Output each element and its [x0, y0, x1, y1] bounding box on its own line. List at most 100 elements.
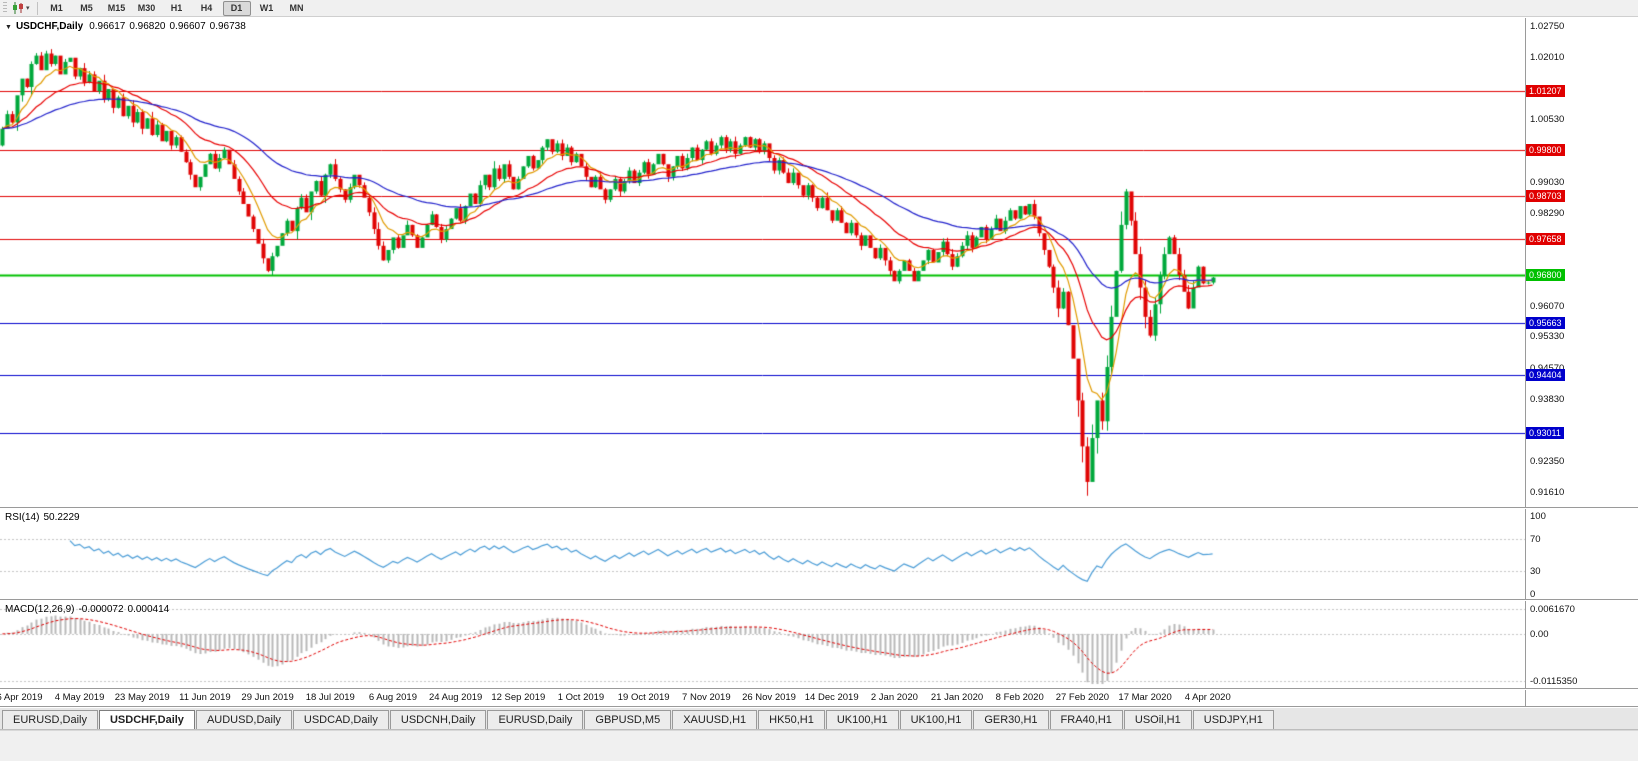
date-label: 29 Jun 2019 [241, 692, 294, 703]
price-axis-tick: 0.91610 [1530, 486, 1565, 498]
timeframe-button-m15[interactable]: M15 [107, 3, 126, 13]
price-level-tag: 0.94404 [1526, 369, 1565, 382]
ohlc-close: 0.96738 [209, 21, 246, 32]
toolbar-grip[interactable] [3, 2, 7, 14]
chart-tab-fra40-h1[interactable]: FRA40,H1 [1049, 710, 1123, 729]
timeframe-button-h1[interactable]: H1 [170, 3, 183, 13]
date-label: 19 Oct 2019 [617, 692, 670, 703]
price-axis-tick: 0.99030 [1530, 176, 1565, 188]
date-label: 1 Oct 2019 [557, 692, 605, 703]
macd-axis-tick: 0.0061670 [1530, 603, 1575, 615]
toolbar-separator [36, 1, 38, 15]
rsi-axis-tick: 0 [1530, 589, 1536, 599]
date-axis-corner [1525, 690, 1638, 706]
bottom-filler [0, 730, 1638, 761]
timeframe-button-m30[interactable]: M30 [137, 3, 156, 13]
price-axis-tick: 0.92350 [1530, 456, 1565, 468]
chart-tab-ger30-h1[interactable]: GER30,H1 [973, 710, 1049, 729]
price-axis-tick: 0.94570 [1530, 363, 1564, 374]
date-labels-row: 16 Apr 2019 4 May 2019 23 May 2019 11 Jun 2… [0, 690, 1525, 706]
chart-type-icon[interactable] [10, 2, 26, 15]
chart-tab-hk50-h1[interactable]: HK50,H1 [758, 710, 825, 729]
date-label: 4 Apr 2020 [1184, 692, 1231, 703]
macd-axis-tick: 0.00 [1530, 628, 1549, 640]
timeframe-button-m1[interactable]: M1 [50, 3, 63, 13]
main-chart-canvas[interactable] [0, 18, 1525, 507]
rsi-axis-tick: 100 [1530, 511, 1546, 522]
chart-tab-xauusd-h1[interactable]: XAUUSD,H1 [672, 710, 758, 729]
price-level-tag: 0.96800 [1526, 269, 1565, 282]
chart-tab-usdcnh-daily[interactable]: USDCNH,Daily [389, 710, 487, 729]
macd-axis[interactable]: 0.0061670 0.00 -0.0115350 [1525, 601, 1638, 688]
ohlc-open: 0.96617 [89, 21, 126, 32]
chart-tab-eurusd-daily[interactable]: EURUSD,Daily [2, 710, 98, 729]
macd-main-value: -0.000072 [78, 604, 124, 615]
ohlc-high: 0.96820 [129, 21, 166, 32]
date-label: 12 Sep 2019 [491, 692, 546, 703]
date-label: 7 Nov 2019 [682, 692, 731, 703]
chart-tab-usdjpy-h1[interactable]: USDJPY,H1 [1192, 710, 1274, 729]
price-level-tag: 0.99800 [1526, 143, 1565, 156]
chart-type-dropdown-caret-icon[interactable]: ▾ [26, 5, 30, 12]
macd-canvas[interactable] [0, 601, 1525, 688]
date-label: 27 Feb 2020 [1055, 692, 1110, 703]
date-label: 4 May 2019 [54, 692, 105, 703]
macd-axis-tick: -0.0115350 [1530, 676, 1578, 688]
rsi-axis-tick: 30 [1530, 565, 1541, 577]
date-label: 16 Apr 2019 [0, 692, 43, 703]
rsi-value: 50.2229 [43, 512, 80, 523]
rsi-panel: RSI(14) 50.2229 100 70 30 0 [0, 509, 1638, 600]
date-label: 18 Jul 2019 [305, 692, 355, 703]
timeframe-button-d1[interactable]: D1 [222, 0, 251, 16]
price-axis-tick: 1.02750 [1530, 21, 1565, 33]
chart-symbol-period: USDCHF,Daily [15, 21, 84, 32]
timeframe-button-m5[interactable]: M5 [80, 3, 93, 13]
chart-tab-uk100-h1[interactable]: UK100,H1 [899, 710, 973, 729]
price-level-tag: 0.98703 [1526, 189, 1565, 202]
chart-tab-audusd-daily[interactable]: AUDUSD,Daily [195, 710, 292, 729]
chart-tab-uk100-h1[interactable]: UK100,H1 [825, 710, 899, 729]
date-label: 24 Aug 2019 [428, 692, 483, 703]
date-label: 2 Jan 2020 [870, 692, 918, 703]
timeframe-button-w1[interactable]: W1 [259, 3, 274, 13]
chart-header: ▼ USDCHF,Daily 0.96617 0.96820 0.96607 0.9673… [5, 21, 250, 32]
price-axis-tick: 0.98290 [1530, 207, 1565, 219]
price-level-tag: 1.01207 [1526, 84, 1565, 97]
macd-panel: MACD(12,26,9) -0.000072 0.000414 0.0061670… [0, 601, 1638, 689]
chart-collapse-arrow-icon[interactable]: ▼ [5, 24, 12, 31]
price-axis[interactable]: 1.02750 1.02010 1.00530 0.99030 0.98290 0.960… [1525, 18, 1638, 507]
chart-tab-gbpusd-m5[interactable]: GBPUSD,M5 [584, 710, 672, 729]
chart-tab-eurusd-daily[interactable]: EURUSD,Daily [487, 710, 584, 729]
chart-tab-usdcad-daily[interactable]: USDCAD,Daily [292, 710, 389, 729]
timeframes-toolbar: ▾ M1 M5 M15 M30 H1 H4 D1 W1 MN [0, 0, 1638, 17]
date-label: 26 Nov 2019 [742, 692, 796, 703]
price-axis-tick: 0.93830 [1530, 394, 1565, 406]
date-label: 8 Feb 2020 [995, 692, 1044, 703]
ohlc-low: 0.96607 [169, 21, 206, 32]
price-axis-tick: 1.02010 [1530, 52, 1565, 64]
date-label: 11 Jun 2019 [179, 692, 231, 703]
price-axis-tick: 0.95330 [1530, 331, 1565, 343]
price-axis-tick: 0.96070 [1530, 300, 1565, 312]
chart-tab-usdchf-daily[interactable]: USDCHF,Daily [98, 710, 195, 729]
main-chart-panel: ▼ USDCHF,Daily 0.96617 0.96820 0.96607 0.9673… [0, 18, 1638, 508]
rsi-header: RSI(14) 50.2229 [5, 512, 84, 523]
macd-label: MACD(12,26,9) [5, 604, 75, 615]
rsi-axis[interactable]: 100 70 30 0 [1525, 509, 1638, 599]
date-label: 6 Aug 2019 [368, 692, 417, 703]
price-axis-tick: 1.00530 [1530, 114, 1565, 126]
timeframe-button-h4[interactable]: H4 [200, 3, 213, 13]
price-level-tag: 0.95663 [1526, 316, 1565, 329]
date-label: 14 Dec 2019 [804, 692, 859, 703]
macd-signal-value: 0.000414 [127, 604, 170, 615]
chart-tab-bar: EURUSD,Daily USDCHF,Daily AUDUSD,Daily USDC… [0, 708, 1638, 730]
price-level-tag: 0.97658 [1526, 233, 1565, 246]
date-axis[interactable]: 16 Apr 2019 4 May 2019 23 May 2019 11 Jun 2… [0, 690, 1638, 707]
rsi-canvas[interactable] [0, 509, 1525, 599]
date-label: 21 Jan 2020 [930, 692, 984, 703]
chart-tab-usoil-h1[interactable]: USOil,H1 [1123, 710, 1192, 729]
rsi-axis-tick: 70 [1530, 534, 1541, 546]
date-label: 17 Mar 2020 [1118, 692, 1172, 703]
timeframe-button-mn[interactable]: MN [289, 3, 304, 13]
